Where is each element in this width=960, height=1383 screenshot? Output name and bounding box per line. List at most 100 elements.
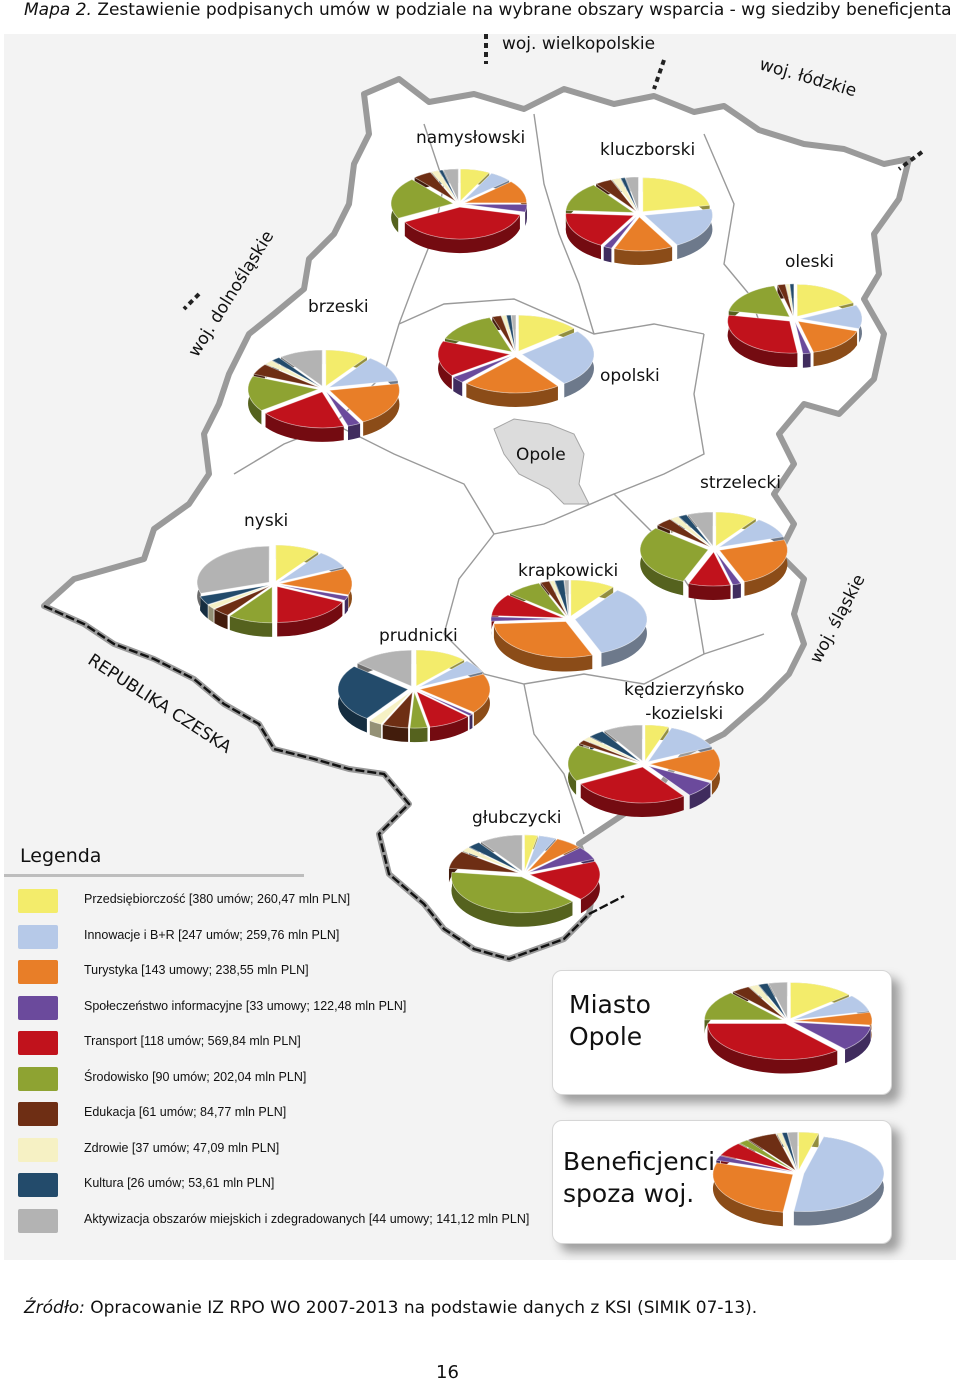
pie-slice-side [732,583,741,599]
pie-slice [416,690,469,728]
pie-kedzierzynsko [567,724,721,818]
border-glubczycki [523,683,585,835]
pie-slice [794,321,812,355]
pie-slice [565,212,635,246]
pie-slice [719,1143,794,1172]
pie-slice [327,357,399,388]
tick-lodzkie-east [897,150,924,171]
label-opolski: opolski [600,366,660,386]
legend-label: Środowisko [90 umów; 202,04 mln PLN] [84,1069,307,1084]
legend-label: Aktywizacja obszarów miejskich i zdegrad… [84,1211,530,1226]
pie-slice [611,177,638,212]
pie-slice [528,847,595,873]
legend-swatch [18,889,58,913]
title-prefix: Mapa 2. [24,0,92,20]
pie-slice [413,171,457,202]
pie-slice [731,986,785,1020]
pie-slice [415,649,466,687]
pie-slice [264,360,320,388]
pie-slice [712,1162,794,1213]
source-text: Opracowanie IZ RPO WO 2007-2013 na podst… [90,1298,758,1318]
pie-slice-side [802,353,811,368]
border-krapkowicki [493,493,705,655]
pie-slice [409,691,429,729]
pie-slice [442,168,459,202]
pie-slice [528,860,601,900]
label-brzeski: brzeski [308,297,369,317]
pie-slice [793,1011,873,1026]
pie-slice [790,982,850,1020]
pie-slice-side [493,623,593,672]
pie-krapkowicki [490,579,648,672]
pie-slice [625,176,639,212]
pie-slice [518,314,575,352]
pie-slice [549,580,569,617]
neighbour-border-ticks [182,34,924,311]
pie-slice [648,765,712,796]
pie-slice-side [813,331,858,367]
pie-slice [462,172,510,202]
pie-slice-side [229,615,273,637]
pie-slice-side [348,423,361,441]
pie-slice [718,539,788,583]
pie-slice [461,846,520,873]
pie-slice [253,364,319,388]
pie-slice [490,616,564,622]
pie-slice [687,511,714,548]
box-miasto-opole: Miasto Opole [552,970,892,1095]
pie-slice-side [689,782,711,810]
pie-slice [613,216,673,252]
pie-slice [595,179,637,212]
pie-slice-side [466,383,558,407]
pie-slice [196,545,270,594]
legend-swatch [18,1102,58,1126]
pie-slice [656,518,711,548]
legend-label: Przedsiębiorczość [380 umów; 260,47 mln … [84,892,351,906]
pie-brzeski [247,349,400,442]
border-opolski-strzelecki [613,333,705,495]
pie-slice [639,527,709,582]
pie-opolski [437,314,595,407]
label-glubczycki: głubczycki [472,808,562,828]
pie-slice [464,181,528,204]
legend-label: Transport [118 umów; 569,84 mln PLN] [84,1034,301,1048]
legend-label: Edukacja [61 umów; 84,77 mln PLN] [84,1105,287,1119]
pie-slice [715,551,742,586]
legend-swatch [18,1031,58,1055]
label-namyslowski: namysłowski [416,128,526,148]
legend-swatch [18,1066,58,1091]
pie-slice [643,208,713,246]
pie-slice [418,690,474,717]
box-spoza-woj: Beneficjenci spoza woj. [552,1120,892,1244]
czech-border [43,604,625,961]
pie-slice-side [453,377,463,397]
pie-slice [718,519,785,548]
pie-slice [798,1131,820,1171]
pie-slice [728,285,791,318]
pie-slice [704,992,783,1021]
pie-slice [570,579,615,617]
pie-slice [796,283,855,317]
pie-slice [620,177,639,212]
pie-slice [687,551,732,587]
pie-slice-side [208,605,214,623]
label-nyski: nyski [244,511,289,531]
pie-miasto-opole [704,981,873,1074]
pie-slice [337,665,409,719]
pie-slice [707,1023,839,1060]
pie-slice [748,984,786,1019]
pie-slice [390,179,455,219]
pie-slice [589,730,641,762]
pie-slice [437,340,512,376]
legend-swatch [18,1137,58,1162]
pie-slice [510,314,517,352]
legend-title: Legenda [20,845,102,867]
pie-slice [789,283,795,316]
pie-slice-side [744,539,788,596]
page-number: 16 [436,1362,459,1383]
pie-slice [644,724,670,763]
label-kluczborski: kluczborski [600,140,696,160]
legend-label: Turystyka [143 umowy; 238,55 mln PLN] [84,963,309,977]
pie-slice [793,1021,872,1050]
pie-slice [787,1131,799,1171]
